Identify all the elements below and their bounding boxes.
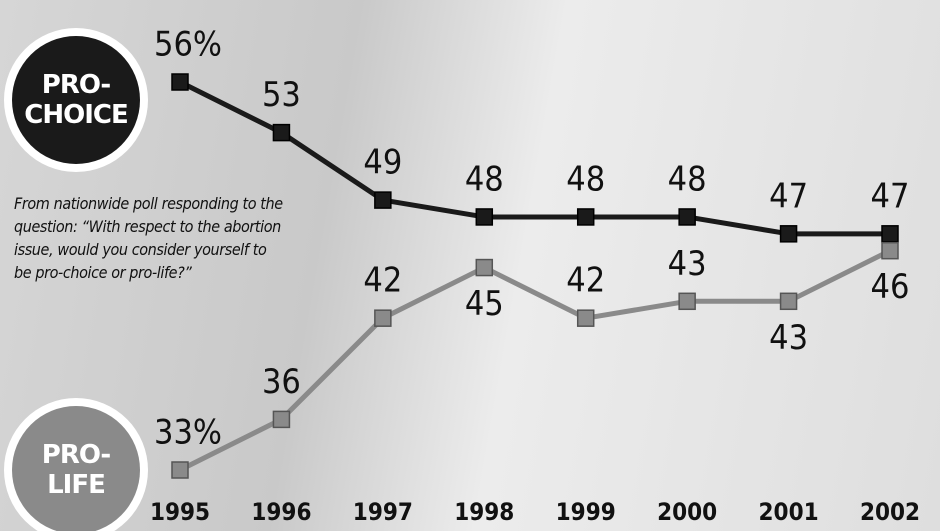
marker — [679, 209, 695, 225]
marker — [375, 192, 391, 208]
data-label: 47 — [871, 176, 910, 216]
data-label: 56% — [154, 25, 222, 65]
data-label: 48 — [566, 159, 605, 199]
marker — [578, 209, 594, 225]
marker — [273, 125, 289, 141]
data-label: 46 — [871, 267, 910, 307]
marker — [476, 260, 492, 276]
legend-label: PRO-LIFE — [21, 440, 131, 500]
annotation: From nationwide poll responding to the q… — [14, 192, 284, 284]
x-tick-label: 2002 — [860, 498, 920, 526]
data-label: 49 — [363, 143, 402, 183]
marker — [882, 226, 898, 242]
marker — [172, 74, 188, 90]
data-label: 43 — [769, 318, 808, 358]
data-label: 36 — [262, 362, 301, 402]
x-tick-label: 2001 — [759, 498, 819, 526]
data-label: 53 — [262, 75, 301, 115]
x-tick-label: 1995 — [150, 498, 210, 526]
marker — [273, 411, 289, 427]
x-tick-label: 1998 — [454, 498, 514, 526]
data-label: 33% — [154, 413, 222, 453]
marker — [578, 310, 594, 326]
marker — [679, 293, 695, 309]
data-label: 48 — [465, 159, 504, 199]
marker — [172, 462, 188, 478]
data-label: 48 — [668, 159, 707, 199]
data-label: 42 — [566, 261, 605, 301]
data-label: 42 — [363, 261, 402, 301]
x-tick-label: 1996 — [251, 498, 311, 526]
data-label: 43 — [668, 244, 707, 284]
x-tick-label: 1999 — [556, 498, 616, 526]
marker — [375, 310, 391, 326]
data-label: 45 — [465, 284, 504, 324]
marker — [476, 209, 492, 225]
x-tick-label: 2000 — [657, 498, 717, 526]
x-tick-label: 1997 — [353, 498, 413, 526]
marker — [781, 226, 797, 242]
marker — [882, 243, 898, 259]
page: 1995 1996 1997 1998 1999 2000 2001 2002 56% 53 49 4… — [0, 0, 940, 531]
legend-label: PRO-CHOICE — [21, 70, 131, 130]
data-label: 47 — [769, 176, 808, 216]
marker — [781, 293, 797, 309]
series-line — [180, 251, 890, 470]
